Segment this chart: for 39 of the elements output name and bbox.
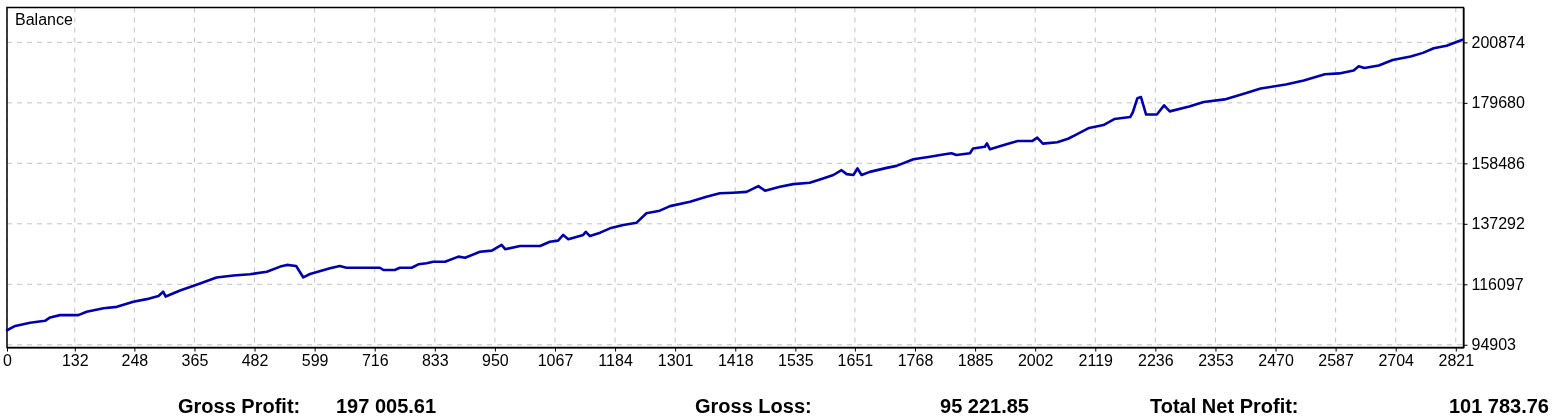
x-tick-label: 1651 [837, 351, 874, 369]
y-tick-label: 137292 [1471, 215, 1525, 233]
x-tick-label: 1885 [957, 351, 994, 369]
text: Total Net Profit: [1150, 395, 1299, 417]
x-tick-label: 716 [361, 351, 389, 369]
x-tick-label: 1184 [598, 351, 633, 369]
x-tick-label: 1301 [657, 351, 694, 369]
x-tick-label: 1768 [897, 351, 934, 369]
x-tick-label: 2119 [1078, 351, 1114, 369]
x-tick-label: 2470 [1258, 351, 1294, 369]
x-tick-label: 132 [61, 351, 89, 369]
x-tick-label: 0 [3, 351, 13, 369]
x-tick-label: 2002 [1017, 351, 1054, 369]
x-tick-label: 2704 [1378, 351, 1415, 369]
y-tick-label: 158486 [1471, 154, 1525, 172]
y-tick-label: 94903 [1471, 336, 1517, 354]
x-tick-label: 2587 [1318, 351, 1355, 369]
x-tick-label: 482 [241, 351, 269, 369]
x-tick-label: 248 [121, 351, 149, 369]
x-tick-label: 833 [421, 351, 449, 369]
x-tick-label: 2236 [1138, 351, 1174, 369]
x-tick-label: 599 [301, 351, 329, 369]
x-tick-label: 2821 [1438, 351, 1475, 369]
chart-title: Balance [15, 10, 73, 28]
text: 95 221.85 [940, 395, 1029, 417]
y-tick-label: 179680 [1471, 94, 1525, 112]
y-tick-label: 116097 [1471, 275, 1524, 293]
x-tick-label: 365 [181, 351, 209, 369]
x-tick-label: 1067 [537, 351, 574, 369]
text: Gross Loss: [695, 395, 812, 417]
x-tick-label: 2353 [1198, 351, 1234, 369]
x-tick-label: 950 [482, 351, 509, 369]
x-tick-label: 1418 [717, 351, 754, 369]
x-tick-label: 1535 [778, 351, 814, 369]
line-series [5, 38, 1464, 332]
y-tick-label: 200874 [1471, 34, 1525, 52]
text: 197 005.61 [336, 395, 437, 417]
text: Gross Profit: [178, 395, 301, 417]
text: 101 783.76 [1448, 395, 1549, 417]
